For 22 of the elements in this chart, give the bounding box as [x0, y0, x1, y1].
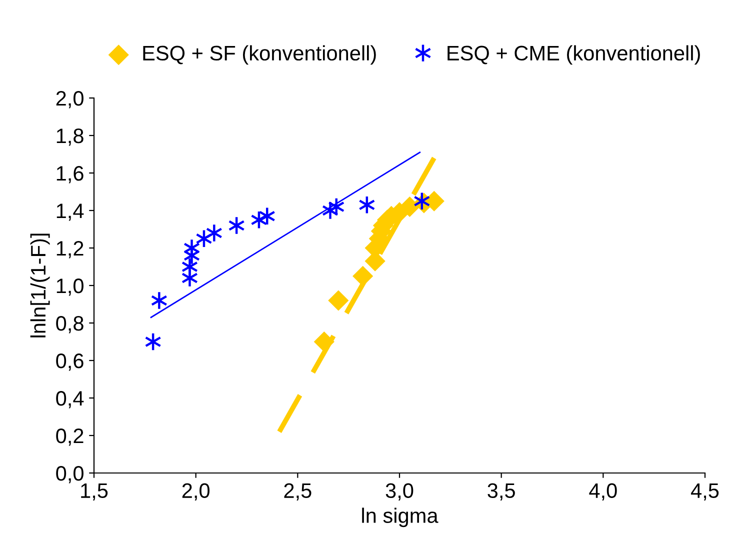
y-tick-label: 1,2: [56, 241, 84, 258]
y-tick-label: 1,0: [56, 278, 84, 296]
y-tick-label: 2,0: [56, 91, 84, 108]
y-tick-label: 0,2: [56, 428, 84, 446]
x-tick-label: 2,0: [182, 483, 210, 500]
y-tick-label: 0,8: [56, 316, 84, 334]
legend-label: ESQ + CME (konventionell): [448, 45, 700, 65]
y-tick-label: 1,6: [56, 166, 84, 184]
y-tick-label: 0,0: [56, 466, 84, 484]
y-tick-label: 1,4: [56, 204, 84, 221]
x-tick-label: 1,5: [81, 483, 108, 500]
y-tick-label: 0,4: [56, 391, 84, 408]
x-tick-label: 3,0: [386, 483, 414, 500]
legend-label: ESQ + SF (konventionell): [143, 45, 376, 65]
y-tick-label: 0,6: [56, 354, 84, 371]
y-tick-label: 1,8: [56, 128, 84, 146]
x-axis-title: ln sigma: [362, 508, 438, 528]
x-tick-label: 2,5: [284, 483, 312, 500]
x-tick-label: 3,5: [488, 483, 515, 500]
x-tick-label: 4,5: [691, 483, 719, 500]
y-axis-title: lnln[1/(1-F)]: [30, 234, 50, 338]
x-tick-label: 4,0: [589, 483, 617, 500]
